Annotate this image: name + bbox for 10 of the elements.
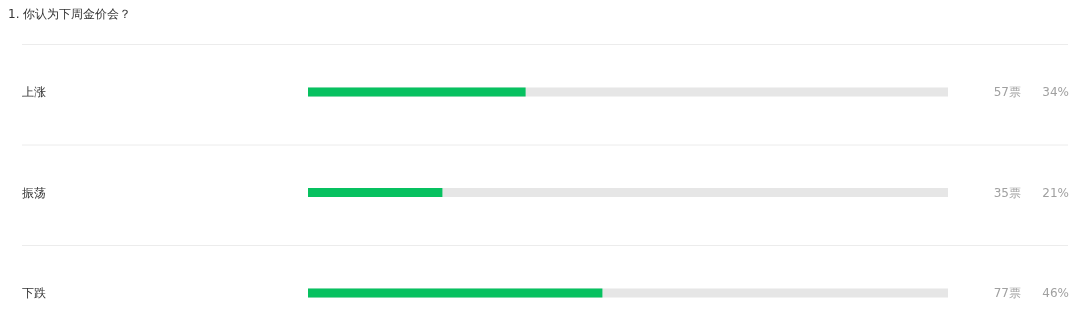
text: 77票	[993, 286, 1021, 300]
y-tick-label: 上涨	[22, 85, 46, 99]
y-tick-label: 下跌	[22, 286, 46, 300]
data-label: 21%	[1042, 185, 1069, 200]
y-tick-label: 振荡	[22, 185, 46, 200]
text: 57票	[993, 85, 1021, 99]
data-label: 34%	[1042, 85, 1069, 99]
text: 1. 你认为下周金价会？	[8, 7, 132, 21]
text: 35票	[993, 185, 1021, 200]
data-label: 46%	[1042, 286, 1069, 300]
